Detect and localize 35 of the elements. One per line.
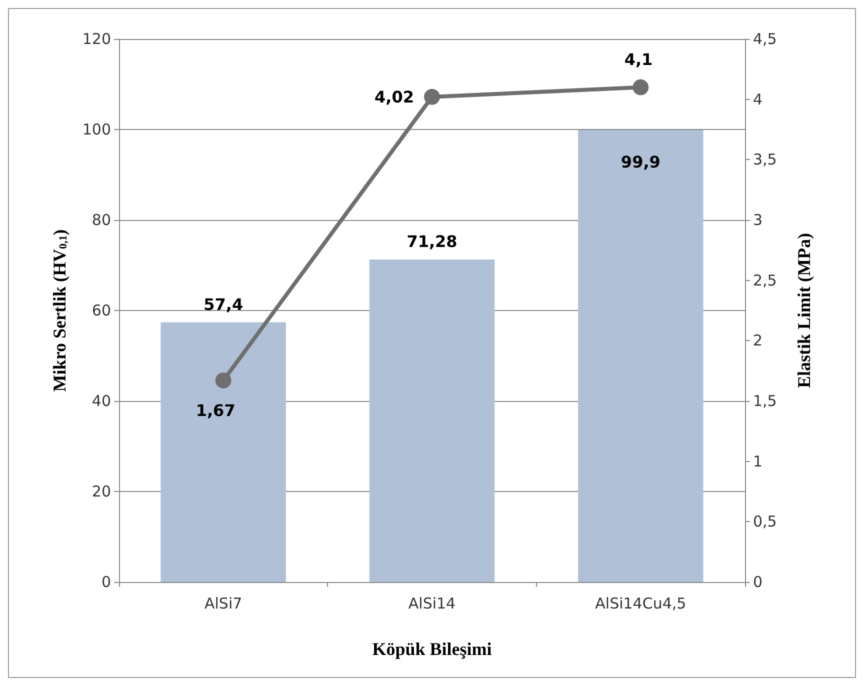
y2-tick-label: 2,5	[753, 271, 777, 290]
y-tick-label: 0	[101, 573, 111, 591]
y-tick-label: 80	[92, 211, 111, 229]
y-axis-title: Mikro Sertlik (HV0,1)	[50, 229, 70, 392]
y2-tick-label: 3,5	[753, 150, 777, 169]
y-tick-label: 40	[92, 392, 111, 410]
y2-tick-label: 2	[753, 332, 763, 350]
y2-tick-label: 4,5	[753, 30, 777, 48]
x-axis-title: Köpük Bileşimi	[372, 639, 492, 659]
y2-tick-label: 0,5	[753, 512, 777, 531]
y2-tick-label: 4	[753, 90, 763, 108]
data-label: 1,67	[196, 400, 236, 420]
point	[424, 88, 440, 105]
data-label: 4,02	[374, 87, 414, 106]
y2-tick-label: 0	[753, 573, 763, 591]
y-tick-label: 100	[82, 120, 111, 138]
x-tick-label: AlSi14	[408, 594, 456, 612]
y2-tick-label: 1	[753, 452, 763, 470]
y-tick-label: 60	[92, 302, 111, 320]
data-label: 4,1	[624, 50, 653, 69]
data-label: 99,9	[620, 152, 660, 172]
y-tick-label: 120	[82, 30, 111, 48]
point	[215, 372, 232, 388]
bar	[369, 259, 495, 582]
data-label: 71,28	[406, 232, 458, 251]
x-tick-label: AlSi7	[204, 594, 242, 612]
bar	[578, 130, 704, 582]
y-tick-label: 20	[92, 482, 111, 500]
y2-tick-label: 1,5	[753, 392, 777, 410]
y2-axis-title: Elastik Limit (MPa)	[794, 233, 814, 388]
bar	[160, 322, 286, 582]
y2-tick-label: 3	[753, 211, 763, 229]
data-label: 57,4	[204, 294, 244, 314]
point	[632, 79, 649, 96]
x-tick-label: AlSi14Cu4,5	[595, 594, 686, 612]
